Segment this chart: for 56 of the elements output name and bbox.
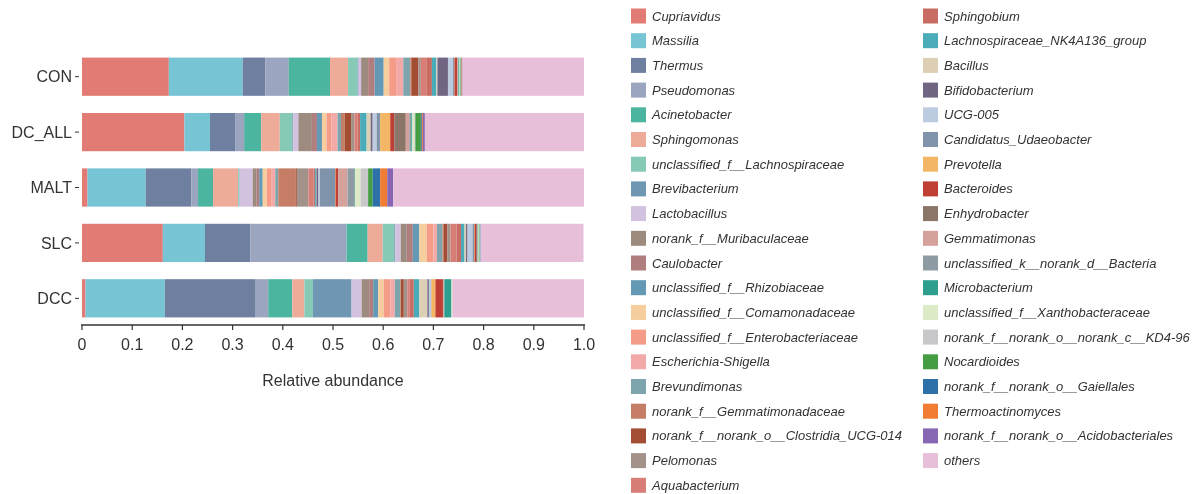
x-tick-label: 0.5 — [321, 336, 345, 353]
x-tick-label: 0.8 — [472, 336, 495, 353]
legend-label: norank_f__Gemmatimonadaceae — [652, 403, 845, 419]
legend-label: Gemmatimonas — [944, 230, 1037, 246]
legend-label: unclassified_f__Comamonadaceae — [652, 304, 856, 320]
legend-label: others — [944, 453, 981, 469]
legend-label: Prevotella — [944, 156, 1002, 172]
y-tick-label: DCC — [37, 289, 72, 307]
x-tick-label: 0.1 — [121, 336, 144, 353]
legend-label: Pelomonas — [652, 453, 718, 469]
x-tick-label: 0.4 — [271, 336, 295, 353]
x-tick-label: 0.3 — [221, 336, 244, 353]
legend-label: unclassified_f__Rhizobiaceae — [652, 280, 825, 296]
legend-label: Bacteroides — [944, 181, 1014, 197]
legend-label: Escherichia-Shigella — [652, 354, 770, 370]
legend-label: Sphingobium — [944, 8, 1021, 24]
legend-label: norank_f__norank_o__Gaiellales — [944, 379, 1136, 395]
x-axis-title: Relative abundance — [262, 372, 404, 389]
legend-label: UCG-005 — [944, 107, 1000, 123]
legend-label: Massilia — [652, 33, 699, 49]
legend-label: norank_f__norank_o__norank_c__KD4-96 — [944, 329, 1191, 345]
legend-label: Lachnospiraceae_NK4A136_group — [944, 33, 1147, 49]
legend-label: Pseudomonas — [652, 82, 736, 98]
legend-label: norank_f__Muribaculaceae — [652, 230, 809, 246]
legend-label: Candidatus_Udaeobacter — [944, 132, 1093, 148]
x-tick-label: 0 — [77, 336, 87, 353]
legend-label: unclassified_f__Xanthobacteraceae — [944, 304, 1150, 320]
legend-label: Microbacterium — [944, 280, 1034, 296]
legend-label: Lactobacillus — [652, 206, 728, 222]
y-tick-label: MALT — [30, 179, 73, 197]
legend-label: Bifidobacterium — [944, 82, 1034, 98]
y-tick-label: CON — [36, 68, 72, 86]
legend-label: norank_f__norank_o__Acidobacteriales — [944, 428, 1174, 444]
x-tick-label: 0.9 — [522, 336, 546, 353]
legend-label: Enhydrobacter — [944, 206, 1030, 222]
y-tick-label: DC_ALL — [11, 123, 73, 142]
legend-label: Acinetobacter — [651, 107, 733, 123]
y-tick-label: SLC — [40, 234, 72, 252]
legend-label: Sphingomonas — [652, 132, 740, 148]
legend-label: Brevundimonas — [652, 379, 743, 395]
legend-label: norank_f__norank_o__Clostridia_UCG-014 — [652, 428, 903, 444]
legend-label: Bacillus — [944, 57, 990, 73]
x-tick-label: 1.0 — [572, 336, 596, 353]
legend-label: unclassified_f__Lachnospiraceae — [652, 156, 845, 172]
x-tick-label: 0.6 — [372, 336, 395, 353]
x-tick-label: 0.2 — [171, 336, 194, 353]
legend-label: unclassified_k__norank_d__Bacteria — [944, 255, 1157, 271]
legend-label: unclassified_f__Enterobacteriaceae — [652, 329, 858, 345]
legend-label: Nocardioides — [944, 354, 1021, 370]
legend-label: Caulobacter — [652, 255, 723, 271]
legend-label: Thermus — [652, 57, 704, 73]
legend-label: Thermoactinomyces — [944, 403, 1062, 419]
legend-label: Brevibacterium — [652, 181, 739, 197]
legend-label: Aquabacterium — [651, 477, 740, 493]
x-tick-label: 0.7 — [422, 336, 445, 353]
legend-label: Cupriavidus — [652, 8, 722, 24]
